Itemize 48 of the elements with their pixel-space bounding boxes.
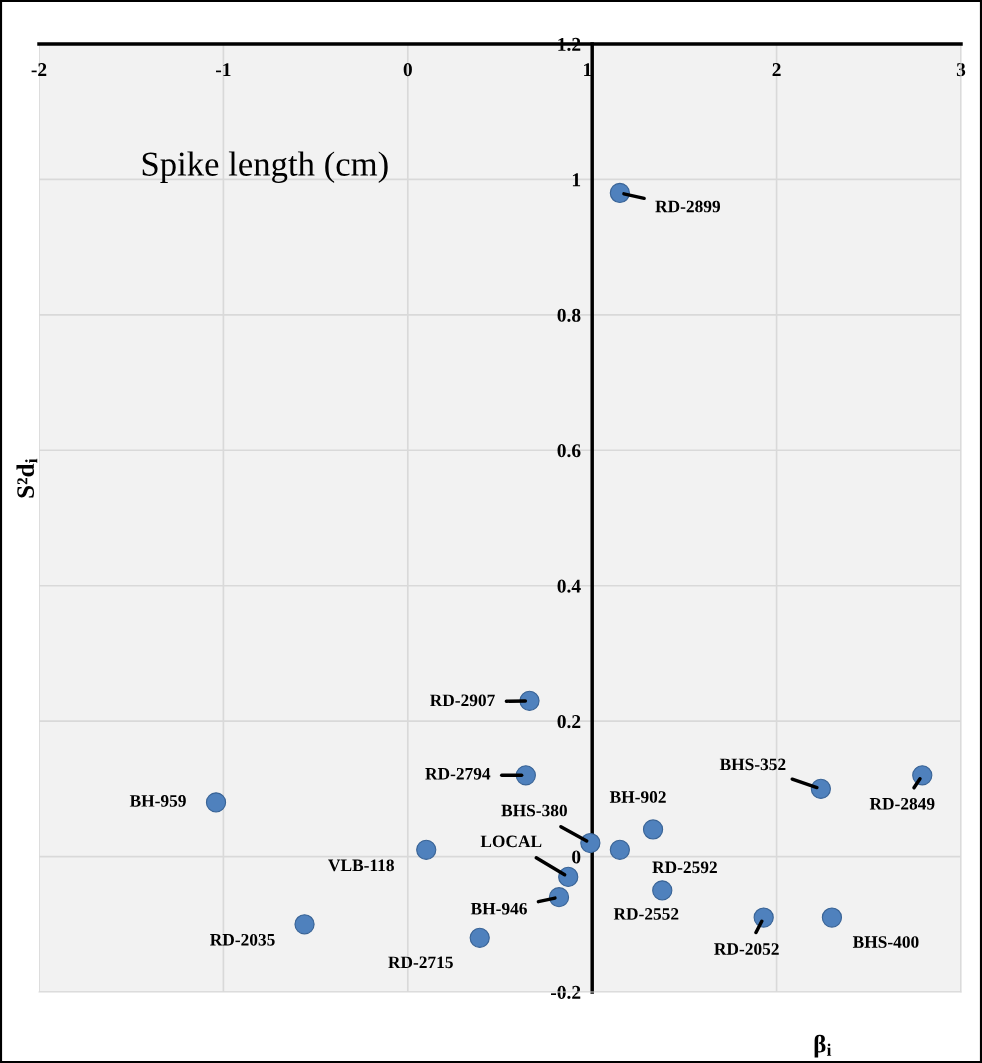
annotation: RD-2035	[210, 933, 275, 946]
x-tick-label: 3	[956, 63, 966, 77]
point	[515, 765, 536, 786]
y-tick-label: 0.8	[557, 308, 581, 322]
annotation: RD-2052	[714, 943, 779, 955]
annotation: RD-2907	[430, 694, 495, 707]
x-tick-label: 0	[403, 63, 412, 77]
x-tick-label: -2	[31, 63, 47, 76]
point	[609, 839, 630, 860]
point	[469, 927, 490, 948]
x-axis-title: β$_{i}$	[814, 1034, 832, 1058]
annotation: VLB-118	[328, 859, 394, 872]
annotation: RD-2552	[613, 908, 679, 920]
annotation: BH-959	[129, 795, 186, 807]
x-tick-label: -1	[216, 63, 231, 76]
point	[580, 832, 601, 854]
point	[609, 182, 630, 204]
x-tick-label: 2	[772, 63, 781, 76]
annotation: BH-946	[470, 902, 527, 915]
text: Spike length (cm)	[142, 151, 388, 184]
point	[810, 778, 831, 799]
annotation: RD-2592	[652, 861, 717, 874]
annotation: BHS-352	[719, 758, 786, 771]
point	[753, 907, 774, 928]
point	[205, 792, 227, 813]
point	[558, 866, 579, 888]
point	[912, 765, 933, 786]
point	[821, 907, 843, 928]
y-tick-label: 0.4	[557, 579, 581, 593]
y-tick-label: 1	[572, 173, 581, 187]
point	[652, 880, 673, 901]
y-tick-label: 0.6	[557, 444, 581, 458]
annotation: RD-2899	[655, 200, 721, 213]
annotation: RD-2794	[425, 767, 491, 780]
point	[642, 819, 664, 840]
annotation: BH-902	[609, 791, 666, 803]
x-tick-label: 1	[584, 63, 592, 76]
y-axis-title: S²d$_{i}$	[16, 458, 38, 498]
annotation: RD-2715	[388, 956, 453, 969]
point	[294, 914, 315, 935]
annotation: BHS-400	[852, 936, 919, 948]
annotation: RD-2849	[869, 797, 935, 810]
y-tick-label: 0.2	[557, 714, 581, 729]
annotation: BHS-380	[501, 804, 567, 817]
y-tick-label: 0	[572, 850, 581, 864]
point	[416, 839, 437, 860]
y-tick-label: -0.2	[551, 985, 581, 1000]
annotation: LOCAL	[480, 835, 542, 848]
